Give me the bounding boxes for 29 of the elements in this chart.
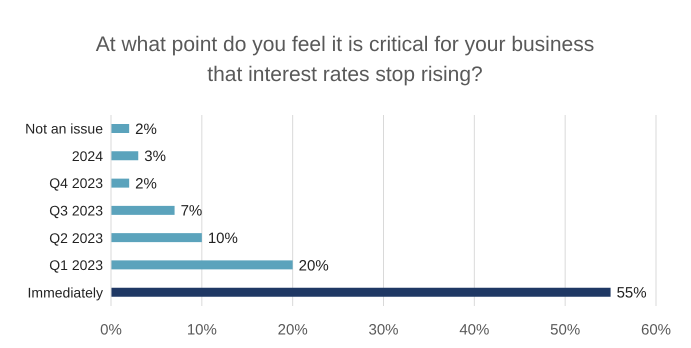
x-tick-label: 20% bbox=[278, 322, 308, 339]
chart-title: At what point do you feel it is critical for your business that interest rates stop rising? bbox=[95, 32, 595, 88]
y-tick-label: Q2 2023 bbox=[49, 230, 104, 246]
y-tick-label: Not an issue bbox=[25, 120, 104, 137]
data-label: 2% bbox=[135, 175, 157, 192]
x-tick-label: 10% bbox=[186, 322, 217, 339]
data-label: 7% bbox=[180, 202, 202, 220]
data-label: 55% bbox=[616, 284, 647, 302]
bar bbox=[111, 233, 202, 242]
data-label: 2% bbox=[135, 120, 157, 138]
bar bbox=[111, 151, 138, 160]
x-tick-label: 50% bbox=[550, 322, 580, 339]
x-tick-label: 40% bbox=[459, 322, 490, 339]
data-label: 3% bbox=[144, 148, 166, 166]
x-tick-label: 0% bbox=[100, 322, 122, 339]
y-tick-label: Q4 2023 bbox=[49, 175, 104, 192]
bar bbox=[111, 178, 130, 188]
x-tick-label: 60% bbox=[640, 322, 672, 339]
bar bbox=[111, 206, 175, 215]
data-label: 10% bbox=[208, 230, 238, 247]
y-tick-label: 2024 bbox=[72, 148, 104, 164]
y-tick-label: Q1 2023 bbox=[49, 257, 104, 274]
bar bbox=[111, 260, 293, 270]
bar bbox=[111, 288, 611, 297]
bar bbox=[111, 124, 130, 133]
y-tick-label: Q3 2023 bbox=[49, 202, 104, 218]
y-tick-label: Immediately bbox=[28, 284, 103, 300]
data-label: 20% bbox=[298, 257, 329, 274]
x-tick-label: 30% bbox=[368, 322, 399, 339]
